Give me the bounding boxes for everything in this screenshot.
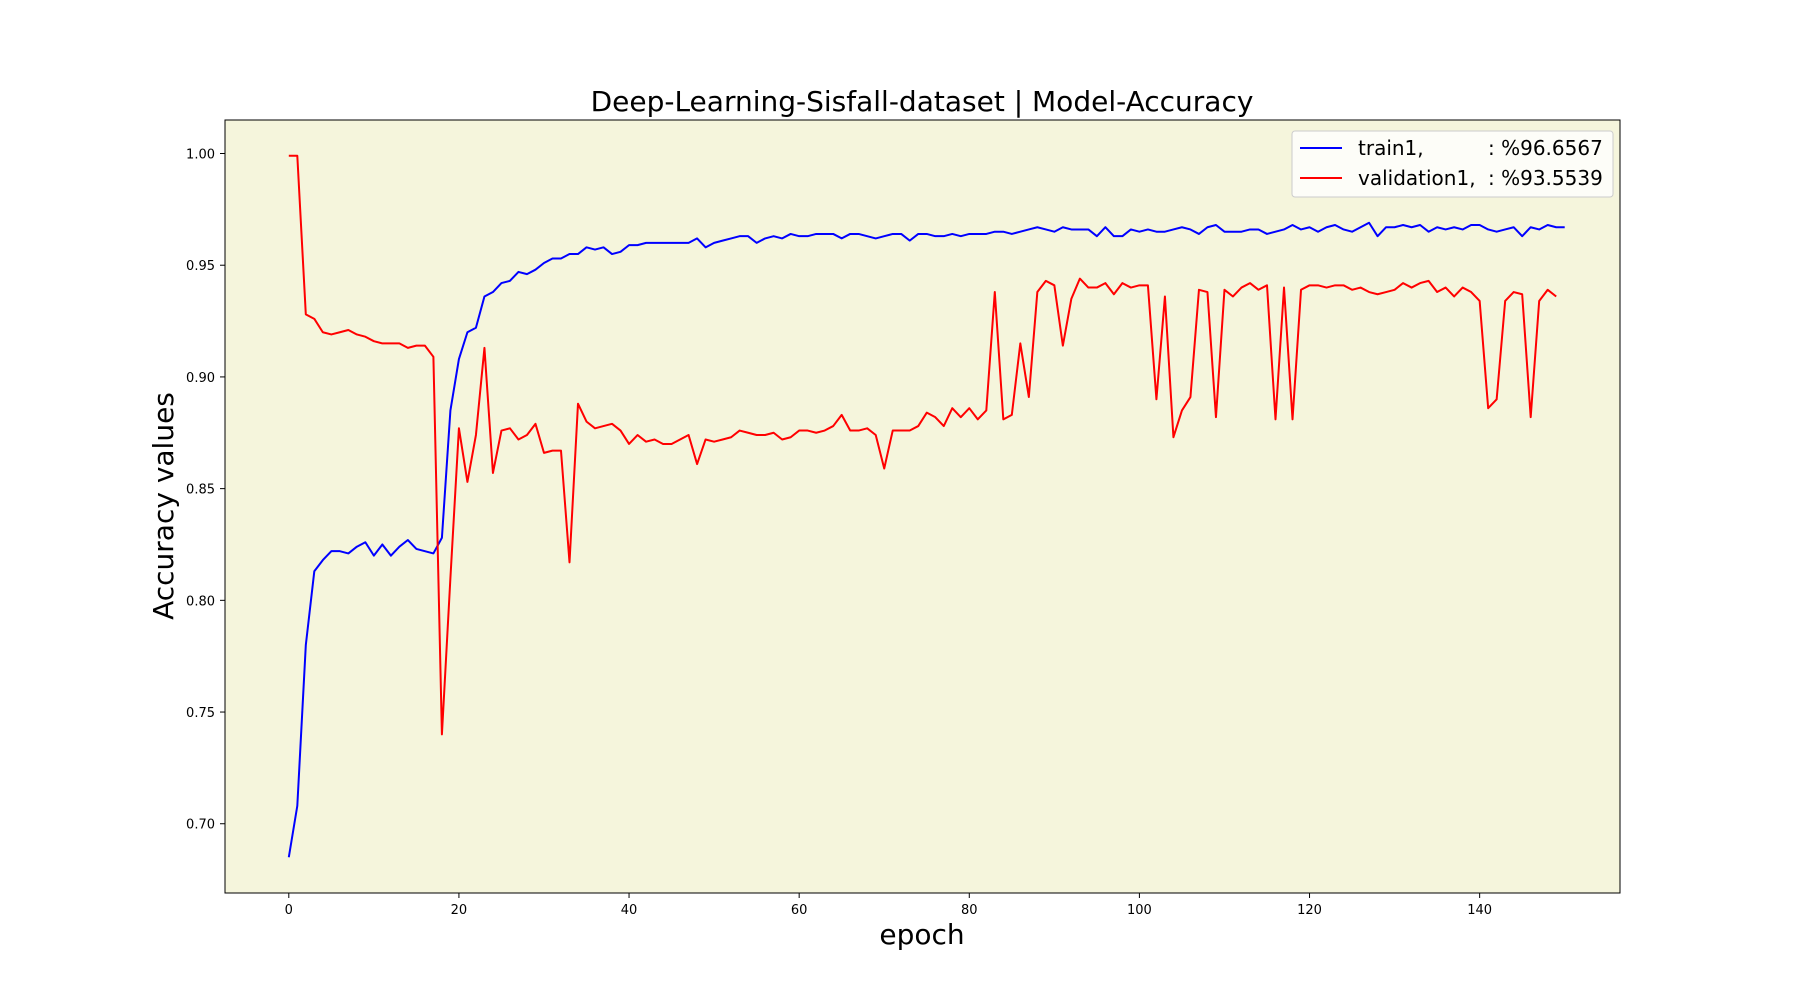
y-tick-label: 1.00 <box>186 148 215 163</box>
x-tick-label: 100 <box>1127 903 1152 918</box>
x-tick-label: 140 <box>1467 903 1492 918</box>
x-tick-label: 40 <box>621 903 638 918</box>
x-tick-label: 80 <box>961 903 978 918</box>
y-tick-label: 0.70 <box>186 818 215 833</box>
y-tick-label: 0.90 <box>186 371 215 386</box>
series-lines <box>287 154 1565 858</box>
chart-title: Deep-Learning-Sisfall-dataset | Model-Ac… <box>591 85 1254 118</box>
legend: train1, : %96.6567 validation1, : %93.55… <box>1291 130 1614 198</box>
y-tick-label: 0.85 <box>186 483 215 498</box>
x-tick-label: 20 <box>451 903 468 918</box>
x-tick-label: 0 <box>285 903 293 918</box>
x-tick-label: 60 <box>791 903 808 918</box>
legend-label-train: train1, <box>1358 136 1424 160</box>
train-line <box>287 221 1565 858</box>
y-axis-label: Accuracy values <box>147 392 180 620</box>
y-tick-label: 0.75 <box>186 706 215 721</box>
legend-value-validation: : %93.5539 <box>1488 166 1603 190</box>
plot-area <box>224 119 1621 894</box>
legend-label-validation: validation1, <box>1358 166 1476 190</box>
legend-box <box>1291 130 1614 198</box>
x-axis: 0 20 40 60 80 100 120 140 <box>285 893 1492 918</box>
validation-line <box>288 154 1557 736</box>
y-tick-label: 0.95 <box>186 259 215 274</box>
y-axis: 0.70 0.75 0.80 0.85 0.90 0.95 1.00 <box>186 148 225 833</box>
y-tick-label: 0.80 <box>186 594 215 609</box>
x-tick-label: 120 <box>1297 903 1322 918</box>
x-axis-label: epoch <box>879 918 964 951</box>
legend-value-train: : %96.6567 <box>1488 136 1603 160</box>
